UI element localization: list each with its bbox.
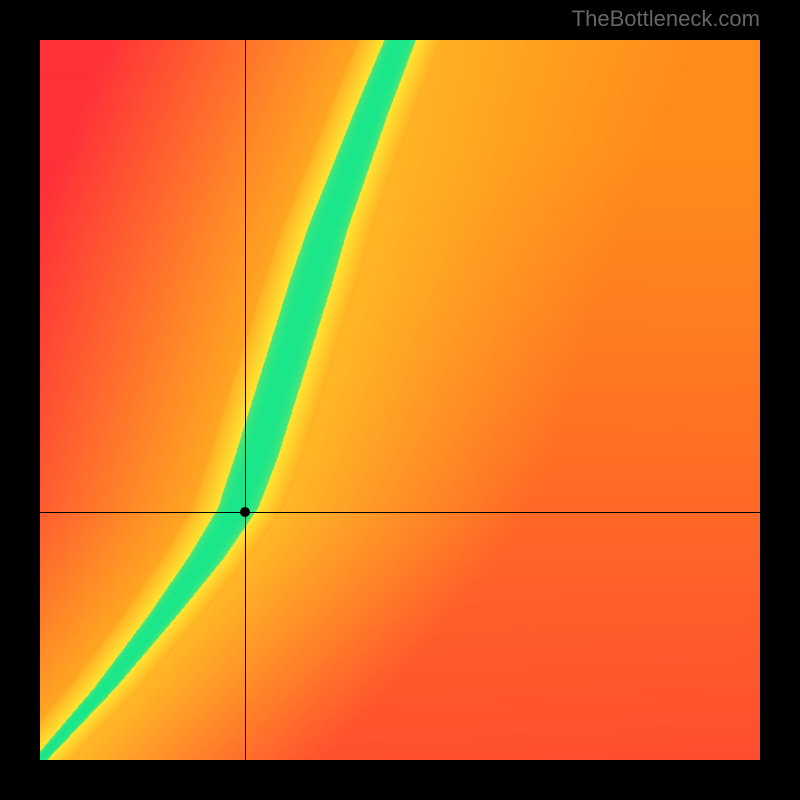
crosshair-vertical (245, 40, 246, 760)
crosshair-horizontal (40, 512, 760, 513)
crosshair-marker (240, 507, 250, 517)
heatmap-plot (40, 40, 760, 760)
heatmap-canvas (40, 40, 760, 760)
watermark-text: TheBottleneck.com (572, 6, 760, 32)
